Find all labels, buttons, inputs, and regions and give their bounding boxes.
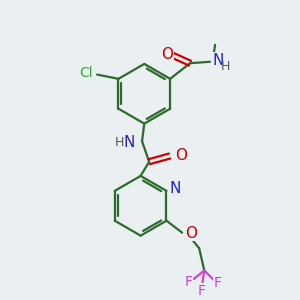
Text: F: F	[214, 276, 222, 290]
Text: N: N	[124, 135, 135, 150]
Text: Cl: Cl	[79, 66, 93, 80]
Text: N: N	[212, 53, 224, 68]
Text: H: H	[221, 60, 230, 74]
Text: F: F	[198, 284, 206, 298]
Text: O: O	[161, 47, 173, 62]
Text: H: H	[115, 136, 124, 149]
Text: O: O	[185, 226, 197, 241]
Text: N: N	[170, 181, 181, 196]
Text: O: O	[175, 148, 187, 163]
Text: F: F	[184, 275, 193, 290]
